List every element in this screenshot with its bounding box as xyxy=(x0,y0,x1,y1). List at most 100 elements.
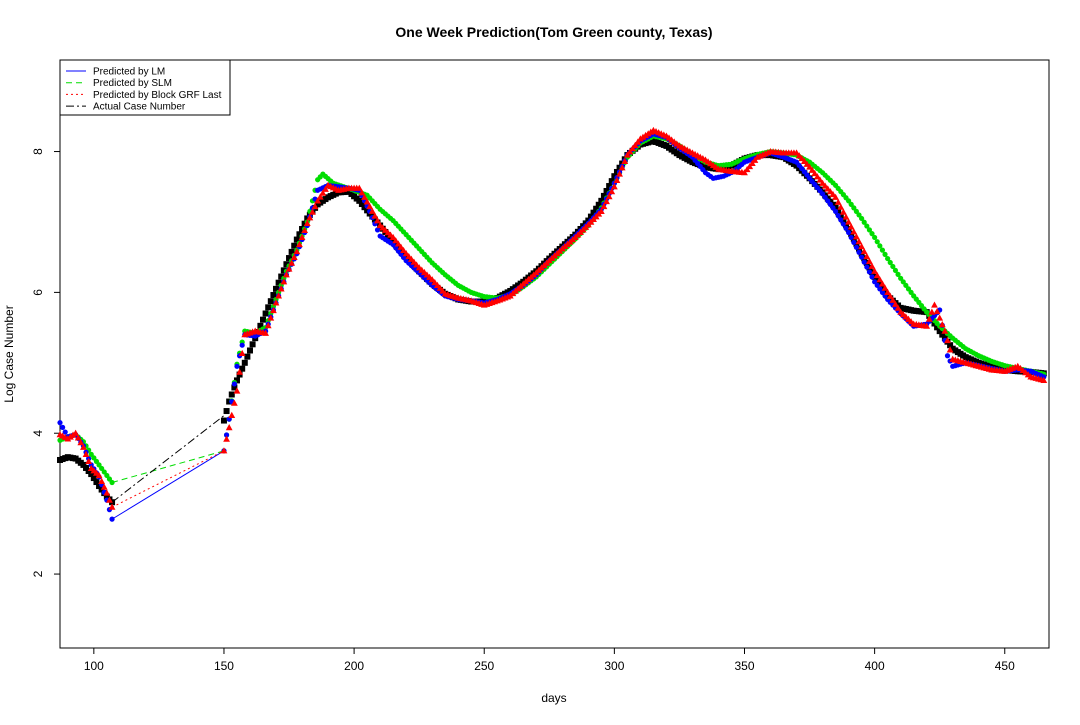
data-point xyxy=(939,331,946,338)
y-tick-label: 2 xyxy=(31,570,45,577)
x-axis: 100 150 200 250 300 350 400 450 xyxy=(84,648,1015,673)
data-point xyxy=(866,257,873,264)
data-point xyxy=(293,247,301,255)
data-point xyxy=(267,314,275,321)
data-point xyxy=(868,262,876,269)
data-point xyxy=(856,249,862,255)
data-point xyxy=(301,226,309,234)
data-point xyxy=(314,197,322,204)
data-point xyxy=(838,217,844,223)
data-point xyxy=(925,315,933,322)
data-point xyxy=(400,246,407,254)
data-point xyxy=(239,365,246,372)
data-point xyxy=(231,384,238,391)
data-point xyxy=(394,240,402,247)
data-point xyxy=(598,197,605,204)
data-point xyxy=(303,219,311,226)
data-point xyxy=(228,411,236,418)
data-point xyxy=(855,238,863,245)
data-point xyxy=(290,253,298,260)
data-point xyxy=(872,234,878,241)
series-predicted-by-block-grf-last xyxy=(56,126,1048,510)
data-point xyxy=(355,184,363,191)
data-point xyxy=(877,243,883,249)
data-point xyxy=(876,276,884,283)
x-tick-label: 350 xyxy=(734,659,754,673)
data-point xyxy=(894,304,902,311)
data-point xyxy=(60,424,66,430)
data-point xyxy=(296,231,303,238)
data-point xyxy=(363,198,371,205)
data-point xyxy=(947,342,954,349)
data-point xyxy=(871,267,879,274)
data-point xyxy=(879,247,886,253)
data-point xyxy=(600,202,608,210)
data-point xyxy=(397,243,405,250)
data-point xyxy=(267,298,274,305)
data-point xyxy=(618,164,626,171)
x-tick-label: 400 xyxy=(865,659,885,673)
data-point xyxy=(285,265,293,272)
data-point xyxy=(392,237,400,244)
data-point xyxy=(834,198,842,205)
data-point xyxy=(244,353,251,360)
data-point xyxy=(631,141,639,148)
data-point xyxy=(892,300,899,307)
data-point xyxy=(77,439,85,446)
data-point xyxy=(874,239,880,245)
data-point xyxy=(837,203,845,210)
series-connectors xyxy=(111,415,225,520)
data-point xyxy=(881,284,889,291)
data-point xyxy=(813,173,821,180)
y-tick-label: 4 xyxy=(31,430,45,437)
data-point xyxy=(392,241,399,248)
data-point xyxy=(270,306,277,314)
legend-label: Predicted by LM xyxy=(93,67,165,78)
data-point xyxy=(889,296,897,303)
data-point xyxy=(629,144,636,152)
data-point xyxy=(610,183,618,190)
data-point xyxy=(316,193,324,200)
data-point xyxy=(103,489,111,496)
data-point xyxy=(277,285,285,292)
data-point xyxy=(106,496,113,503)
data-point xyxy=(283,261,290,268)
data-point xyxy=(85,457,93,464)
data-point xyxy=(306,214,314,221)
x-tick-label: 200 xyxy=(344,659,364,673)
data-point xyxy=(241,359,248,366)
data-point xyxy=(928,308,936,315)
data-point xyxy=(587,213,594,220)
data-point xyxy=(387,235,394,242)
x-axis-label: days xyxy=(541,691,566,705)
data-point xyxy=(923,322,931,329)
data-point xyxy=(611,173,618,180)
data-point xyxy=(864,223,870,229)
data-point xyxy=(291,242,298,249)
data-point xyxy=(275,279,282,286)
data-point xyxy=(374,227,381,233)
data-point xyxy=(358,201,365,208)
data-point xyxy=(600,192,607,199)
data-point xyxy=(397,247,404,254)
data-point xyxy=(842,213,850,220)
data-point xyxy=(356,197,363,204)
data-point xyxy=(840,221,846,227)
y-axis-label: Log Case Number xyxy=(2,305,16,402)
data-point xyxy=(839,208,847,215)
data-point xyxy=(837,213,844,220)
data-point xyxy=(220,417,227,424)
data-point xyxy=(280,278,288,285)
data-point xyxy=(80,461,87,468)
data-point xyxy=(890,263,896,270)
data-point xyxy=(832,208,839,215)
legend-label: Predicted by SLM xyxy=(93,78,172,89)
data-point xyxy=(882,251,888,257)
data-point xyxy=(835,213,841,219)
data-point xyxy=(225,423,233,431)
data-point xyxy=(597,207,605,215)
data-point xyxy=(262,310,269,317)
data-point xyxy=(866,227,873,233)
